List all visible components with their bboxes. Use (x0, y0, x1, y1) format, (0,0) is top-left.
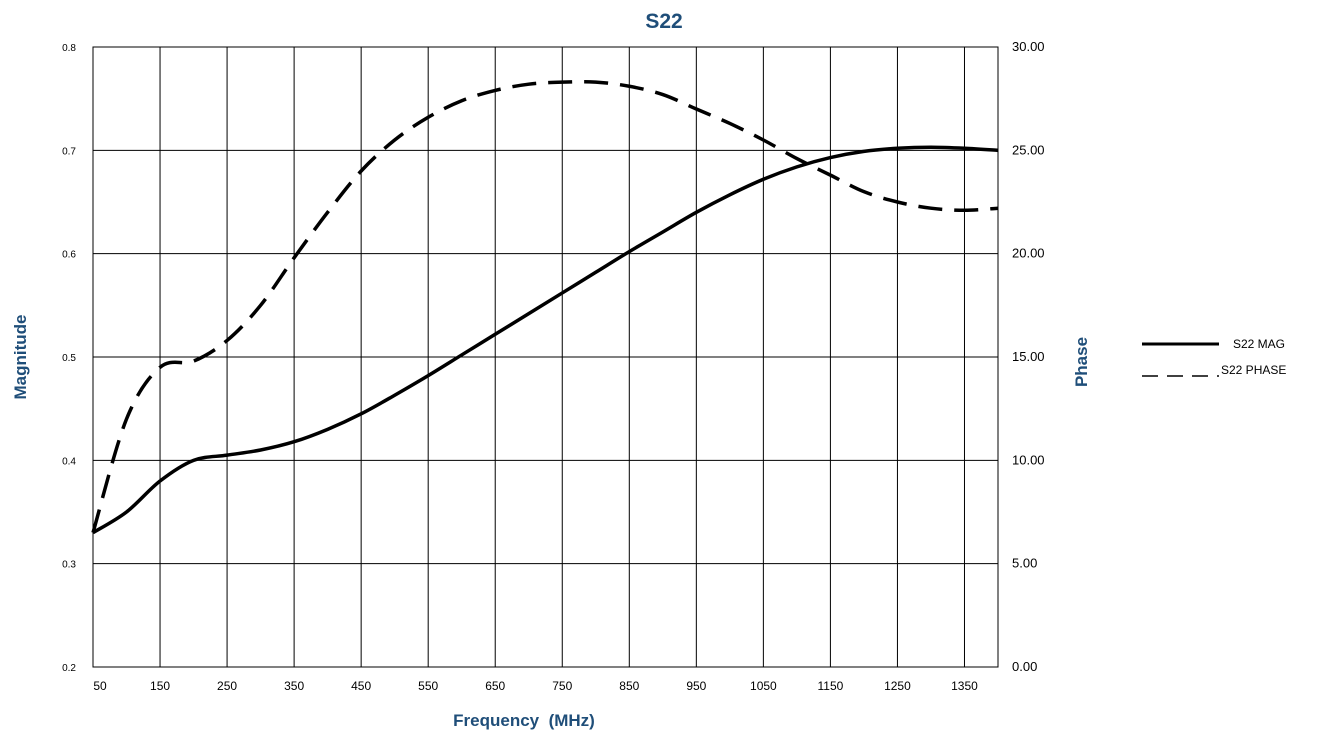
x-tick-label: 150 (150, 679, 170, 693)
y-tick-left-label: 0.2 (62, 663, 76, 674)
series-line-phase (91, 79, 999, 534)
y-tick-right-label: 30.00 (1012, 39, 1045, 54)
y-tick-right-label: 20.00 (1012, 246, 1045, 261)
y-tick-right-label: 10.00 (1012, 452, 1045, 467)
y-tick-right-label: 5.00 (1012, 556, 1037, 571)
x-tick-label: 550 (418, 679, 438, 693)
y-tick-left-label: 0.4 (62, 456, 76, 467)
x-tick-label: 1250 (884, 679, 911, 693)
y-axis-right-label: Phase (1072, 337, 1091, 387)
x-tick-label: 350 (284, 679, 304, 693)
x-tick-label: 450 (351, 679, 371, 693)
y-tick-left-label: 0.8 (62, 43, 76, 54)
y-tick-left-label: 0.6 (62, 250, 76, 261)
x-tick-label: 250 (217, 679, 237, 693)
legend-label-mag: S22 MAG (1233, 337, 1285, 351)
x-tick-label: 1050 (750, 679, 777, 693)
legend-item-mag: S22 MAG (1142, 337, 1285, 351)
y-tick-left-label: 0.3 (62, 560, 76, 571)
right-axis-ticks: 0.00 5.00 10.00 15.00 20.00 25.00 30.00 (1012, 39, 1045, 674)
y-axis-left-label: Magnitude (11, 315, 30, 400)
horizontal-gridlines (93, 149, 998, 565)
y-tick-left-label: 0.7 (62, 146, 76, 157)
x-tick-label: 1350 (951, 679, 978, 693)
x-axis-label: Frequency (MHz) (453, 711, 595, 730)
plot-area (91, 46, 999, 668)
y-tick-right-label: 0.00 (1012, 659, 1037, 674)
x-tick-label: 50 (93, 679, 107, 693)
x-tick-label: 850 (619, 679, 639, 693)
x-tick-label: 950 (686, 679, 706, 693)
chart-title: S22 (645, 10, 682, 33)
x-axis-ticks: 50 150 250 350 450 550 650 750 850 950 1050 1150 125… (93, 679, 978, 693)
legend-item-phase: S22 PHASE (1142, 363, 1286, 377)
legend-label-phase: S22 PHASE (1221, 363, 1286, 377)
left-axis-ticks: 0.2 0.3 0.4 0.5 0.6 0.7 0.8 (62, 43, 76, 674)
y-tick-right-label: 25.00 (1012, 142, 1045, 157)
series-line-mag (92, 145, 999, 535)
y-tick-left-label: 0.5 (62, 353, 76, 364)
x-tick-label: 650 (485, 679, 505, 693)
y-tick-right-label: 15.00 (1012, 349, 1045, 364)
x-tick-label: 1150 (818, 679, 844, 693)
x-tick-label: 750 (552, 679, 572, 693)
legend: S22 MAG S22 PHASE (1142, 337, 1286, 377)
series-layer (91, 79, 999, 535)
